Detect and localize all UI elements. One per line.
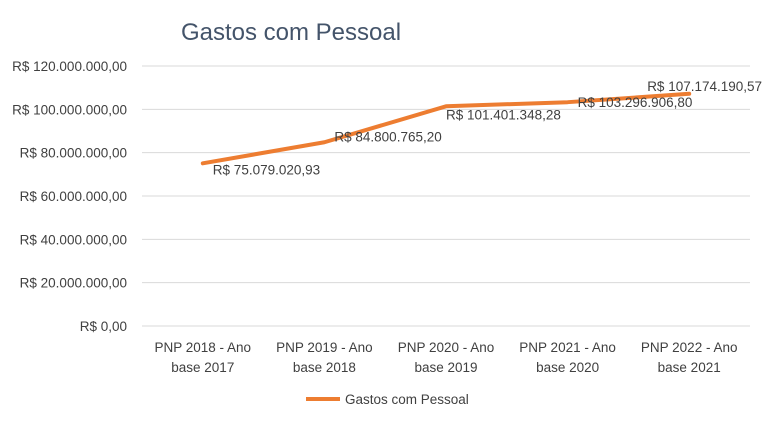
series-group <box>200 91 692 166</box>
y-tick-label: R$ 80.000.000,00 <box>20 146 127 161</box>
data-label: R$ 84.800.765,20 <box>334 129 441 144</box>
x-tick-label: base 2017 <box>171 360 234 375</box>
x-tick-label: PNP 2021 - Ano <box>519 340 616 355</box>
data-label: R$ 101.401.348,28 <box>446 107 561 122</box>
y-tick-label: R$ 120.000.000,00 <box>12 59 127 74</box>
data-labels: R$ 75.079.020,93 R$ 84.800.765,20 R$ 101.4… <box>213 79 762 178</box>
x-axis-ticks: PNP 2018 - Ano base 2017 PNP 2019 - Ano bas… <box>155 340 738 375</box>
x-tick-label: PNP 2019 - Ano <box>276 340 373 355</box>
y-axis-ticks: R$ 0,00 R$ 20.000.000,00 R$ 40.000.000,00 R… <box>12 59 127 334</box>
data-label: R$ 107.174.190,57 <box>647 79 762 94</box>
x-tick-label: PNP 2018 - Ano <box>155 340 252 355</box>
x-tick-label: PNP 2022 - Ano <box>641 340 738 355</box>
y-tick-label: R$ 100.000.000,00 <box>12 102 127 117</box>
legend-label: Gastos com Pessoal <box>345 392 469 407</box>
y-tick-label: R$ 60.000.000,00 <box>20 189 127 204</box>
x-tick-label: base 2019 <box>414 360 477 375</box>
grid-lines <box>142 65 750 327</box>
data-label: R$ 103.296.906,80 <box>578 95 693 110</box>
x-tick-label: base 2018 <box>293 360 356 375</box>
x-tick-label: base 2021 <box>658 360 721 375</box>
x-tick-label: base 2020 <box>536 360 599 375</box>
legend: Gastos com Pessoal <box>306 392 469 407</box>
y-tick-label: R$ 20.000.000,00 <box>20 276 127 291</box>
x-tick-label: PNP 2020 - Ano <box>398 340 495 355</box>
data-label: R$ 75.079.020,93 <box>213 162 320 177</box>
chart-title: Gastos com Pessoal <box>181 19 401 46</box>
y-tick-label: R$ 40.000.000,00 <box>20 232 127 247</box>
y-tick-label: R$ 0,00 <box>80 319 127 334</box>
